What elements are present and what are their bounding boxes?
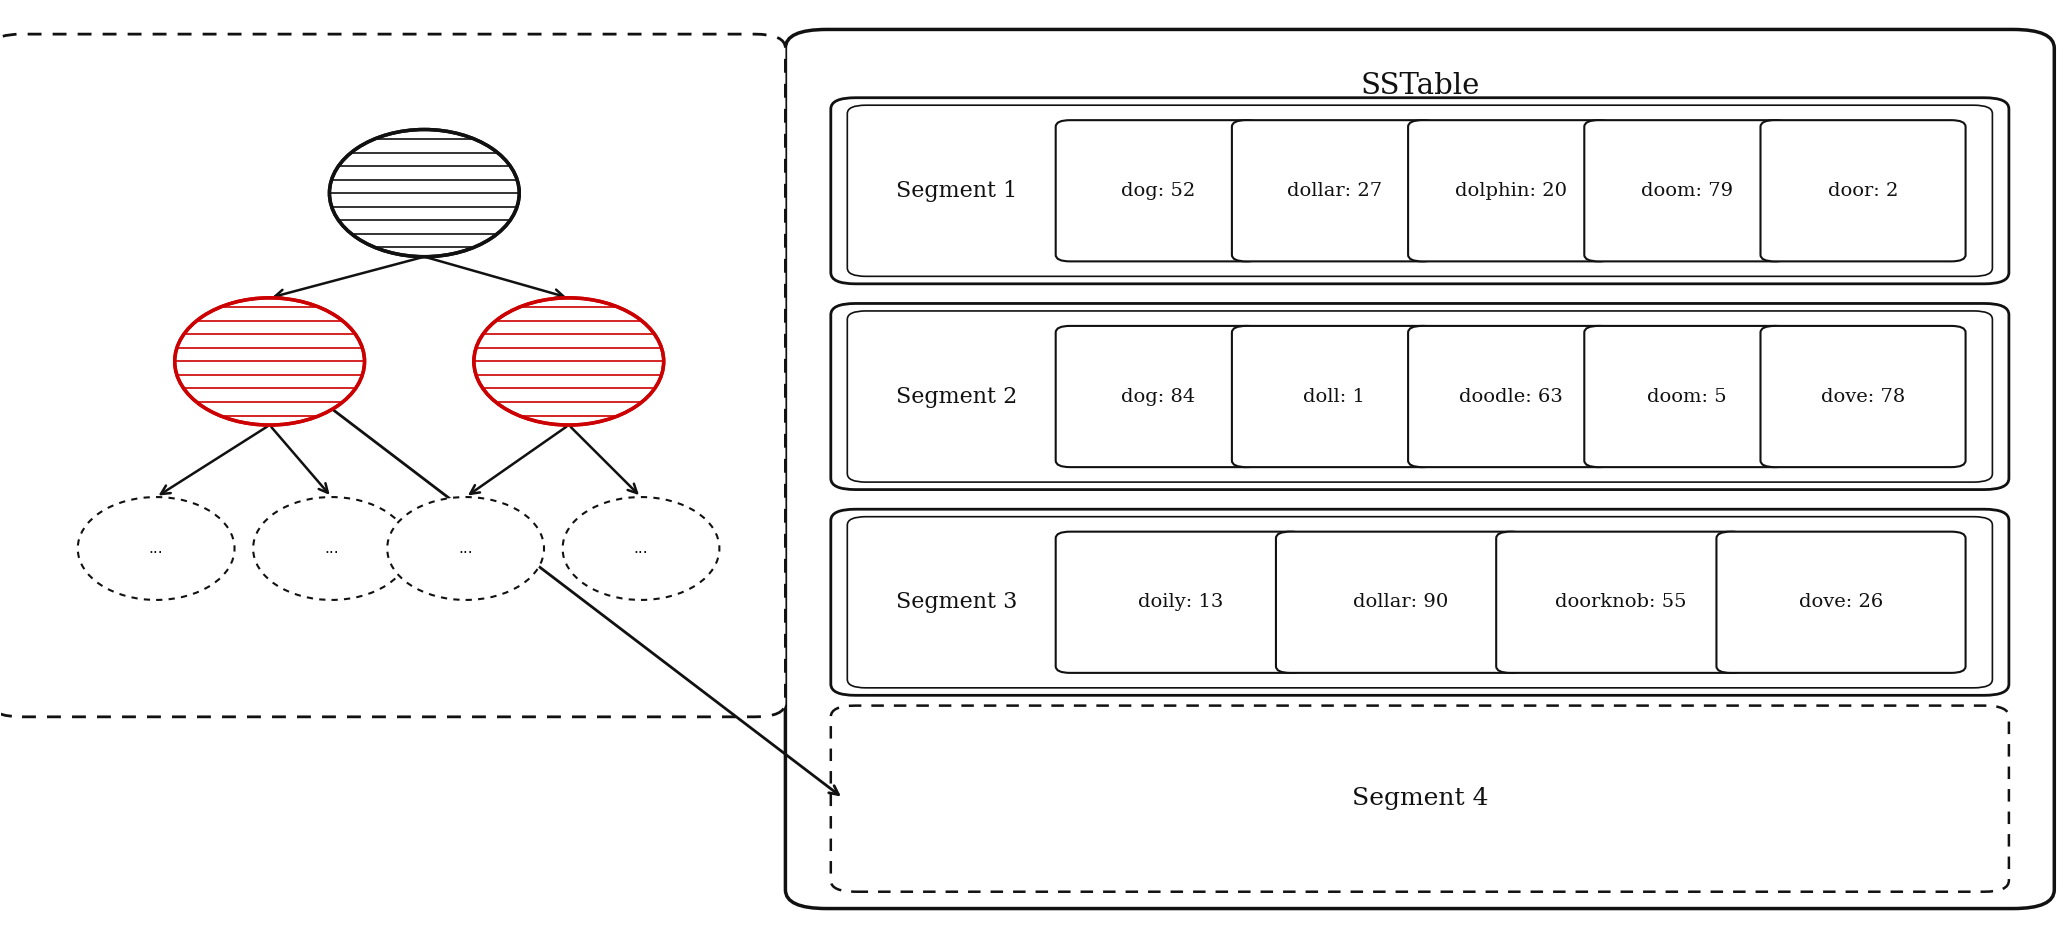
FancyBboxPatch shape (831, 509, 2008, 695)
FancyBboxPatch shape (1231, 325, 1438, 467)
Text: doll: 1: doll: 1 (1304, 387, 1366, 405)
Text: SSTable: SSTable (1359, 71, 1479, 99)
Text: ...: ... (149, 541, 163, 556)
FancyBboxPatch shape (785, 29, 2054, 909)
Ellipse shape (254, 497, 409, 600)
Text: dolphin: 20: dolphin: 20 (1454, 182, 1566, 200)
FancyBboxPatch shape (1496, 532, 1746, 673)
Text: doily: 13: doily: 13 (1138, 593, 1223, 612)
FancyBboxPatch shape (1409, 325, 1614, 467)
FancyBboxPatch shape (847, 311, 1992, 482)
FancyBboxPatch shape (831, 705, 2008, 892)
FancyBboxPatch shape (1056, 325, 1260, 467)
FancyBboxPatch shape (1585, 120, 1789, 262)
FancyBboxPatch shape (1056, 120, 1260, 262)
Text: doom: 79: doom: 79 (1640, 182, 1733, 200)
FancyBboxPatch shape (1760, 325, 1965, 467)
Ellipse shape (79, 497, 236, 600)
Text: dollar: 27: dollar: 27 (1287, 182, 1382, 200)
FancyBboxPatch shape (1056, 532, 1306, 673)
Ellipse shape (386, 497, 543, 600)
Text: dog: 84: dog: 84 (1122, 387, 1196, 405)
Text: doorknob: 55: doorknob: 55 (1556, 593, 1686, 612)
FancyBboxPatch shape (1231, 120, 1438, 262)
Ellipse shape (473, 298, 663, 425)
Text: doodle: 63: doodle: 63 (1459, 387, 1562, 405)
FancyBboxPatch shape (847, 105, 1992, 277)
Text: doom: 5: doom: 5 (1647, 387, 1727, 405)
Text: Segment 2: Segment 2 (897, 386, 1016, 407)
FancyBboxPatch shape (1277, 532, 1525, 673)
Text: dove: 78: dove: 78 (1820, 387, 1905, 405)
FancyBboxPatch shape (831, 304, 2008, 490)
FancyBboxPatch shape (1760, 120, 1965, 262)
Ellipse shape (562, 497, 719, 600)
Text: dove: 26: dove: 26 (1799, 593, 1882, 612)
Text: ...: ... (459, 541, 473, 556)
Text: ...: ... (634, 541, 649, 556)
FancyBboxPatch shape (1409, 120, 1614, 262)
FancyBboxPatch shape (0, 34, 785, 717)
Ellipse shape (176, 298, 364, 425)
Ellipse shape (328, 129, 519, 257)
FancyBboxPatch shape (847, 517, 1992, 688)
Text: Segment 3: Segment 3 (897, 591, 1016, 613)
Text: Segment 1: Segment 1 (897, 180, 1016, 202)
Text: Segment 4: Segment 4 (1351, 787, 1488, 810)
FancyBboxPatch shape (831, 98, 2008, 284)
FancyBboxPatch shape (1717, 532, 1965, 673)
FancyBboxPatch shape (1585, 325, 1789, 467)
Text: dog: 52: dog: 52 (1122, 182, 1196, 200)
Text: dollar: 90: dollar: 90 (1353, 593, 1448, 612)
Text: ...: ... (324, 541, 339, 556)
Text: door: 2: door: 2 (1828, 182, 1899, 200)
